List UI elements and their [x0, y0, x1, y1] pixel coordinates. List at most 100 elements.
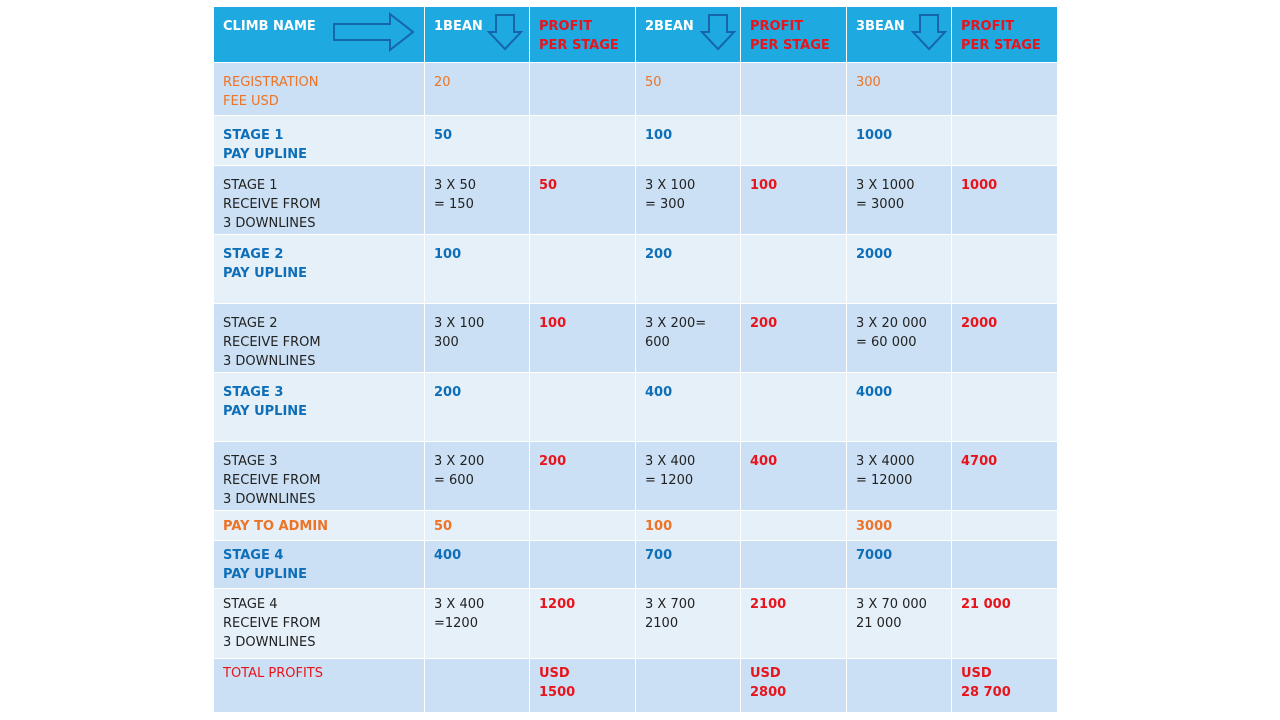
cell-2bean: 100	[635, 115, 741, 166]
header-1bean-label: 1BEAN	[434, 19, 483, 34]
header-climb-name: CLIMB NAME	[213, 6, 425, 63]
cell-profit-2	[740, 372, 847, 442]
cell-profit-2	[740, 540, 847, 589]
header-profit-3: PROFIT PER STAGE	[951, 6, 1058, 63]
cell-1bean: 200	[424, 372, 530, 442]
table-row-stage2-pay: STAGE 2 PAY UPLINE 100 200 2000	[213, 234, 1058, 304]
table-row-stage1-pay: STAGE 1 PAY UPLINE 50 100 1000	[213, 115, 1058, 166]
cell-profit-3: 2000	[951, 303, 1058, 373]
earnings-plan-table: CLIMB NAME 1BEAN PROFIT PER STAGE 2BEAN …	[213, 6, 1058, 713]
row-label: TOTAL PROFITS	[213, 658, 425, 713]
cell-profit-3	[951, 115, 1058, 166]
cell-1bean: 3 X 400 =1200	[424, 588, 530, 659]
row-label: STAGE 2 PAY UPLINE	[213, 234, 425, 304]
table-row-total-profits: TOTAL PROFITS USD 1500 USD 2800 USD 28 7…	[213, 658, 1058, 713]
arrow-down-icon	[700, 14, 736, 51]
cell-profit-1	[529, 540, 636, 589]
cell-1bean: 3 X 200 = 600	[424, 441, 530, 511]
header-3bean-label: 3BEAN	[856, 19, 905, 34]
cell-profit-3: 1000	[951, 165, 1058, 235]
cell-profit-2: 100	[740, 165, 847, 235]
cell-3bean: 4000	[846, 372, 952, 442]
header-1bean: 1BEAN	[424, 6, 530, 63]
row-label: PAY TO ADMIN	[213, 510, 425, 541]
cell-profit-3	[951, 540, 1058, 589]
row-label: REGISTRATION FEE USD	[213, 62, 425, 116]
header-2bean-label: 2BEAN	[645, 19, 694, 34]
cell-profit-3	[951, 372, 1058, 442]
row-label: STAGE 3 RECEIVE FROM 3 DOWNLINES	[213, 441, 425, 511]
cell-profit-2: 400	[740, 441, 847, 511]
cell-2bean: 400	[635, 372, 741, 442]
cell-3bean: 300	[846, 62, 952, 116]
cell-2bean: 3 X 200= 600	[635, 303, 741, 373]
cell-profit-3: 4700	[951, 441, 1058, 511]
cell-1bean: 3 X 50 = 150	[424, 165, 530, 235]
header-row: CLIMB NAME 1BEAN PROFIT PER STAGE 2BEAN …	[213, 6, 1058, 63]
cell-2bean: 50	[635, 62, 741, 116]
cell-2bean: 100	[635, 510, 741, 541]
cell-profit-1: 1200	[529, 588, 636, 659]
table-row-stage3-receive: STAGE 3 RECEIVE FROM 3 DOWNLINES 3 X 200…	[213, 441, 1058, 511]
table-row-stage4-receive: STAGE 4 RECEIVE FROM 3 DOWNLINES 3 X 400…	[213, 588, 1058, 659]
header-profit-1: PROFIT PER STAGE	[529, 6, 636, 63]
cell-profit-1	[529, 234, 636, 304]
cell-1bean	[424, 658, 530, 713]
cell-1bean: 20	[424, 62, 530, 116]
cell-1bean: 50	[424, 510, 530, 541]
cell-3bean: 2000	[846, 234, 952, 304]
cell-1bean: 50	[424, 115, 530, 166]
cell-2bean	[635, 658, 741, 713]
cell-profit-2	[740, 62, 847, 116]
header-profit-2: PROFIT PER STAGE	[740, 6, 847, 63]
table-row-stage3-pay: STAGE 3 PAY UPLINE 200 400 4000	[213, 372, 1058, 442]
cell-3bean: 3000	[846, 510, 952, 541]
cell-profit-1: USD 1500	[529, 658, 636, 713]
cell-2bean: 3 X 400 = 1200	[635, 441, 741, 511]
cell-3bean	[846, 658, 952, 713]
row-label: STAGE 4 PAY UPLINE	[213, 540, 425, 589]
cell-profit-1	[529, 115, 636, 166]
cell-profit-3: 21 000	[951, 588, 1058, 659]
row-label: STAGE 1 RECEIVE FROM 3 DOWNLINES	[213, 165, 425, 235]
table-row-registration: REGISTRATION FEE USD 20 50 300	[213, 62, 1058, 116]
row-label: STAGE 3 PAY UPLINE	[213, 372, 425, 442]
cell-profit-1	[529, 372, 636, 442]
cell-profit-3	[951, 62, 1058, 116]
cell-2bean: 3 X 700 2100	[635, 588, 741, 659]
header-2bean: 2BEAN	[635, 6, 741, 63]
cell-2bean: 3 X 100 = 300	[635, 165, 741, 235]
cell-profit-2: 200	[740, 303, 847, 373]
cell-profit-1	[529, 62, 636, 116]
cell-profit-2	[740, 115, 847, 166]
arrow-right-icon	[333, 11, 415, 53]
cell-profit-3	[951, 510, 1058, 541]
cell-profit-1: 100	[529, 303, 636, 373]
table-row-stage2-receive: STAGE 2 RECEIVE FROM 3 DOWNLINES 3 X 100…	[213, 303, 1058, 373]
cell-profit-3	[951, 234, 1058, 304]
cell-profit-2: 2100	[740, 588, 847, 659]
cell-3bean: 3 X 1000 = 3000	[846, 165, 952, 235]
cell-2bean: 200	[635, 234, 741, 304]
arrow-down-icon	[911, 14, 947, 51]
cell-3bean: 3 X 70 000 21 000	[846, 588, 952, 659]
cell-profit-2: USD 2800	[740, 658, 847, 713]
cell-profit-2	[740, 510, 847, 541]
cell-profit-3: USD 28 700	[951, 658, 1058, 713]
cell-3bean: 3 X 4000 = 12000	[846, 441, 952, 511]
cell-1bean: 3 X 100 300	[424, 303, 530, 373]
table-row-stage4-pay: STAGE 4 PAY UPLINE 400 700 7000	[213, 540, 1058, 589]
header-climb-name-label: CLIMB NAME	[223, 19, 316, 34]
table-row-pay-to-admin: PAY TO ADMIN 50 100 3000	[213, 510, 1058, 541]
cell-profit-1	[529, 510, 636, 541]
cell-2bean: 700	[635, 540, 741, 589]
cell-3bean: 3 X 20 000 = 60 000	[846, 303, 952, 373]
row-label: STAGE 1 PAY UPLINE	[213, 115, 425, 166]
arrow-down-icon	[487, 14, 523, 51]
table-row-stage1-receive: STAGE 1 RECEIVE FROM 3 DOWNLINES 3 X 50 …	[213, 165, 1058, 235]
header-3bean: 3BEAN	[846, 6, 952, 63]
cell-1bean: 400	[424, 540, 530, 589]
cell-profit-1: 50	[529, 165, 636, 235]
row-label: STAGE 4 RECEIVE FROM 3 DOWNLINES	[213, 588, 425, 659]
row-label: STAGE 2 RECEIVE FROM 3 DOWNLINES	[213, 303, 425, 373]
